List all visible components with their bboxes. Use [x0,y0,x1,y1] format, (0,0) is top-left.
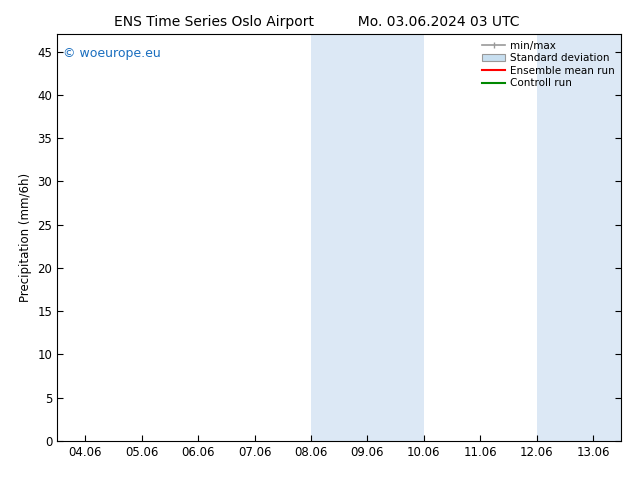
Y-axis label: Precipitation (mm/6h): Precipitation (mm/6h) [19,173,32,302]
Text: © woeurope.eu: © woeurope.eu [63,47,160,59]
Bar [536,34,621,441]
Legend: min/max, Standard deviation, Ensemble mean run, Controll run: min/max, Standard deviation, Ensemble me… [479,37,618,92]
Text: ENS Time Series Oslo Airport          Mo. 03.06.2024 03 UTC: ENS Time Series Oslo Airport Mo. 03.06.2… [114,15,520,29]
Bar [311,34,424,441]
